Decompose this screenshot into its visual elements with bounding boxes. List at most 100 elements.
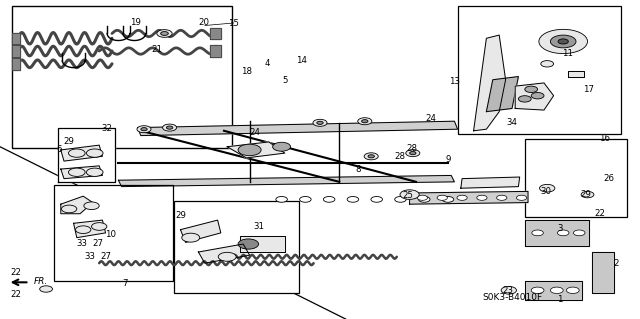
Text: 29: 29 (63, 137, 74, 146)
Circle shape (541, 61, 554, 67)
Circle shape (157, 30, 172, 37)
Text: 8: 8 (356, 165, 361, 174)
Polygon shape (12, 45, 20, 57)
Polygon shape (227, 142, 285, 158)
Text: 2: 2 (614, 259, 619, 268)
Circle shape (137, 126, 151, 133)
Text: 32: 32 (101, 124, 113, 133)
Polygon shape (12, 58, 20, 70)
Circle shape (238, 144, 261, 156)
Polygon shape (61, 196, 93, 214)
Text: 16: 16 (599, 134, 611, 143)
Circle shape (540, 184, 555, 192)
Circle shape (557, 230, 569, 236)
Polygon shape (61, 145, 102, 161)
Circle shape (86, 168, 103, 176)
Circle shape (497, 195, 507, 200)
Text: 22: 22 (594, 209, 605, 218)
Polygon shape (180, 220, 221, 242)
Circle shape (92, 223, 107, 230)
Circle shape (68, 149, 85, 157)
Text: 34: 34 (506, 118, 518, 127)
Circle shape (163, 124, 177, 131)
Bar (458, 6, 621, 134)
Text: 21: 21 (151, 45, 163, 54)
Text: 20: 20 (198, 18, 209, 27)
Text: 3: 3 (557, 224, 563, 233)
Circle shape (477, 195, 487, 200)
Circle shape (323, 197, 335, 202)
Polygon shape (210, 28, 221, 39)
Circle shape (358, 118, 372, 125)
Polygon shape (592, 252, 614, 293)
Circle shape (161, 32, 168, 35)
Text: 24: 24 (425, 114, 436, 122)
Text: 28: 28 (394, 152, 406, 161)
Circle shape (457, 195, 467, 200)
Text: 27: 27 (100, 252, 112, 261)
Text: 33: 33 (84, 252, 96, 261)
Circle shape (40, 286, 52, 292)
Bar (54, 185, 173, 281)
Circle shape (76, 226, 91, 234)
Text: 29: 29 (580, 190, 591, 199)
Text: 19: 19 (131, 18, 141, 27)
Circle shape (400, 190, 419, 199)
Circle shape (368, 155, 374, 158)
Circle shape (532, 230, 543, 236)
Polygon shape (210, 45, 221, 57)
Circle shape (238, 239, 259, 249)
Circle shape (61, 205, 77, 213)
Circle shape (84, 202, 99, 210)
Circle shape (166, 126, 173, 129)
Circle shape (141, 128, 147, 131)
Text: 14: 14 (296, 56, 307, 65)
Text: 10: 10 (105, 230, 116, 239)
Text: 5: 5 (282, 76, 287, 85)
Circle shape (347, 197, 358, 202)
Polygon shape (198, 244, 250, 263)
Circle shape (273, 142, 291, 151)
Circle shape (550, 287, 563, 293)
Circle shape (501, 286, 516, 294)
Circle shape (442, 197, 454, 202)
Text: S0K3-B4010F: S0K3-B4010F (482, 293, 542, 302)
Circle shape (86, 149, 103, 157)
Polygon shape (118, 175, 454, 187)
Circle shape (581, 191, 594, 198)
Circle shape (276, 197, 287, 202)
Polygon shape (410, 191, 528, 204)
Polygon shape (240, 236, 285, 252)
Polygon shape (568, 71, 584, 77)
Circle shape (218, 252, 236, 261)
Circle shape (371, 197, 383, 202)
Text: 23: 23 (502, 286, 513, 295)
Text: 30: 30 (540, 187, 552, 196)
Circle shape (566, 287, 579, 293)
Circle shape (395, 197, 406, 202)
Text: FR.: FR. (33, 278, 47, 286)
Circle shape (531, 93, 544, 99)
Text: 4: 4 (265, 59, 270, 68)
Text: 15: 15 (228, 19, 239, 28)
Circle shape (410, 152, 416, 155)
Circle shape (573, 230, 585, 236)
Circle shape (182, 233, 200, 242)
Circle shape (518, 96, 531, 102)
Text: 22: 22 (10, 268, 21, 277)
Circle shape (516, 195, 527, 200)
Circle shape (313, 119, 327, 126)
Circle shape (525, 86, 538, 93)
Text: 13: 13 (449, 77, 460, 86)
Bar (174, 201, 299, 293)
Circle shape (558, 39, 568, 44)
Text: 22: 22 (10, 290, 21, 299)
Circle shape (419, 197, 430, 202)
Bar (525, 139, 627, 217)
Text: 26: 26 (603, 174, 614, 183)
Polygon shape (12, 33, 20, 44)
Polygon shape (74, 220, 106, 238)
Polygon shape (525, 281, 582, 300)
Polygon shape (525, 220, 589, 246)
Circle shape (417, 195, 428, 200)
